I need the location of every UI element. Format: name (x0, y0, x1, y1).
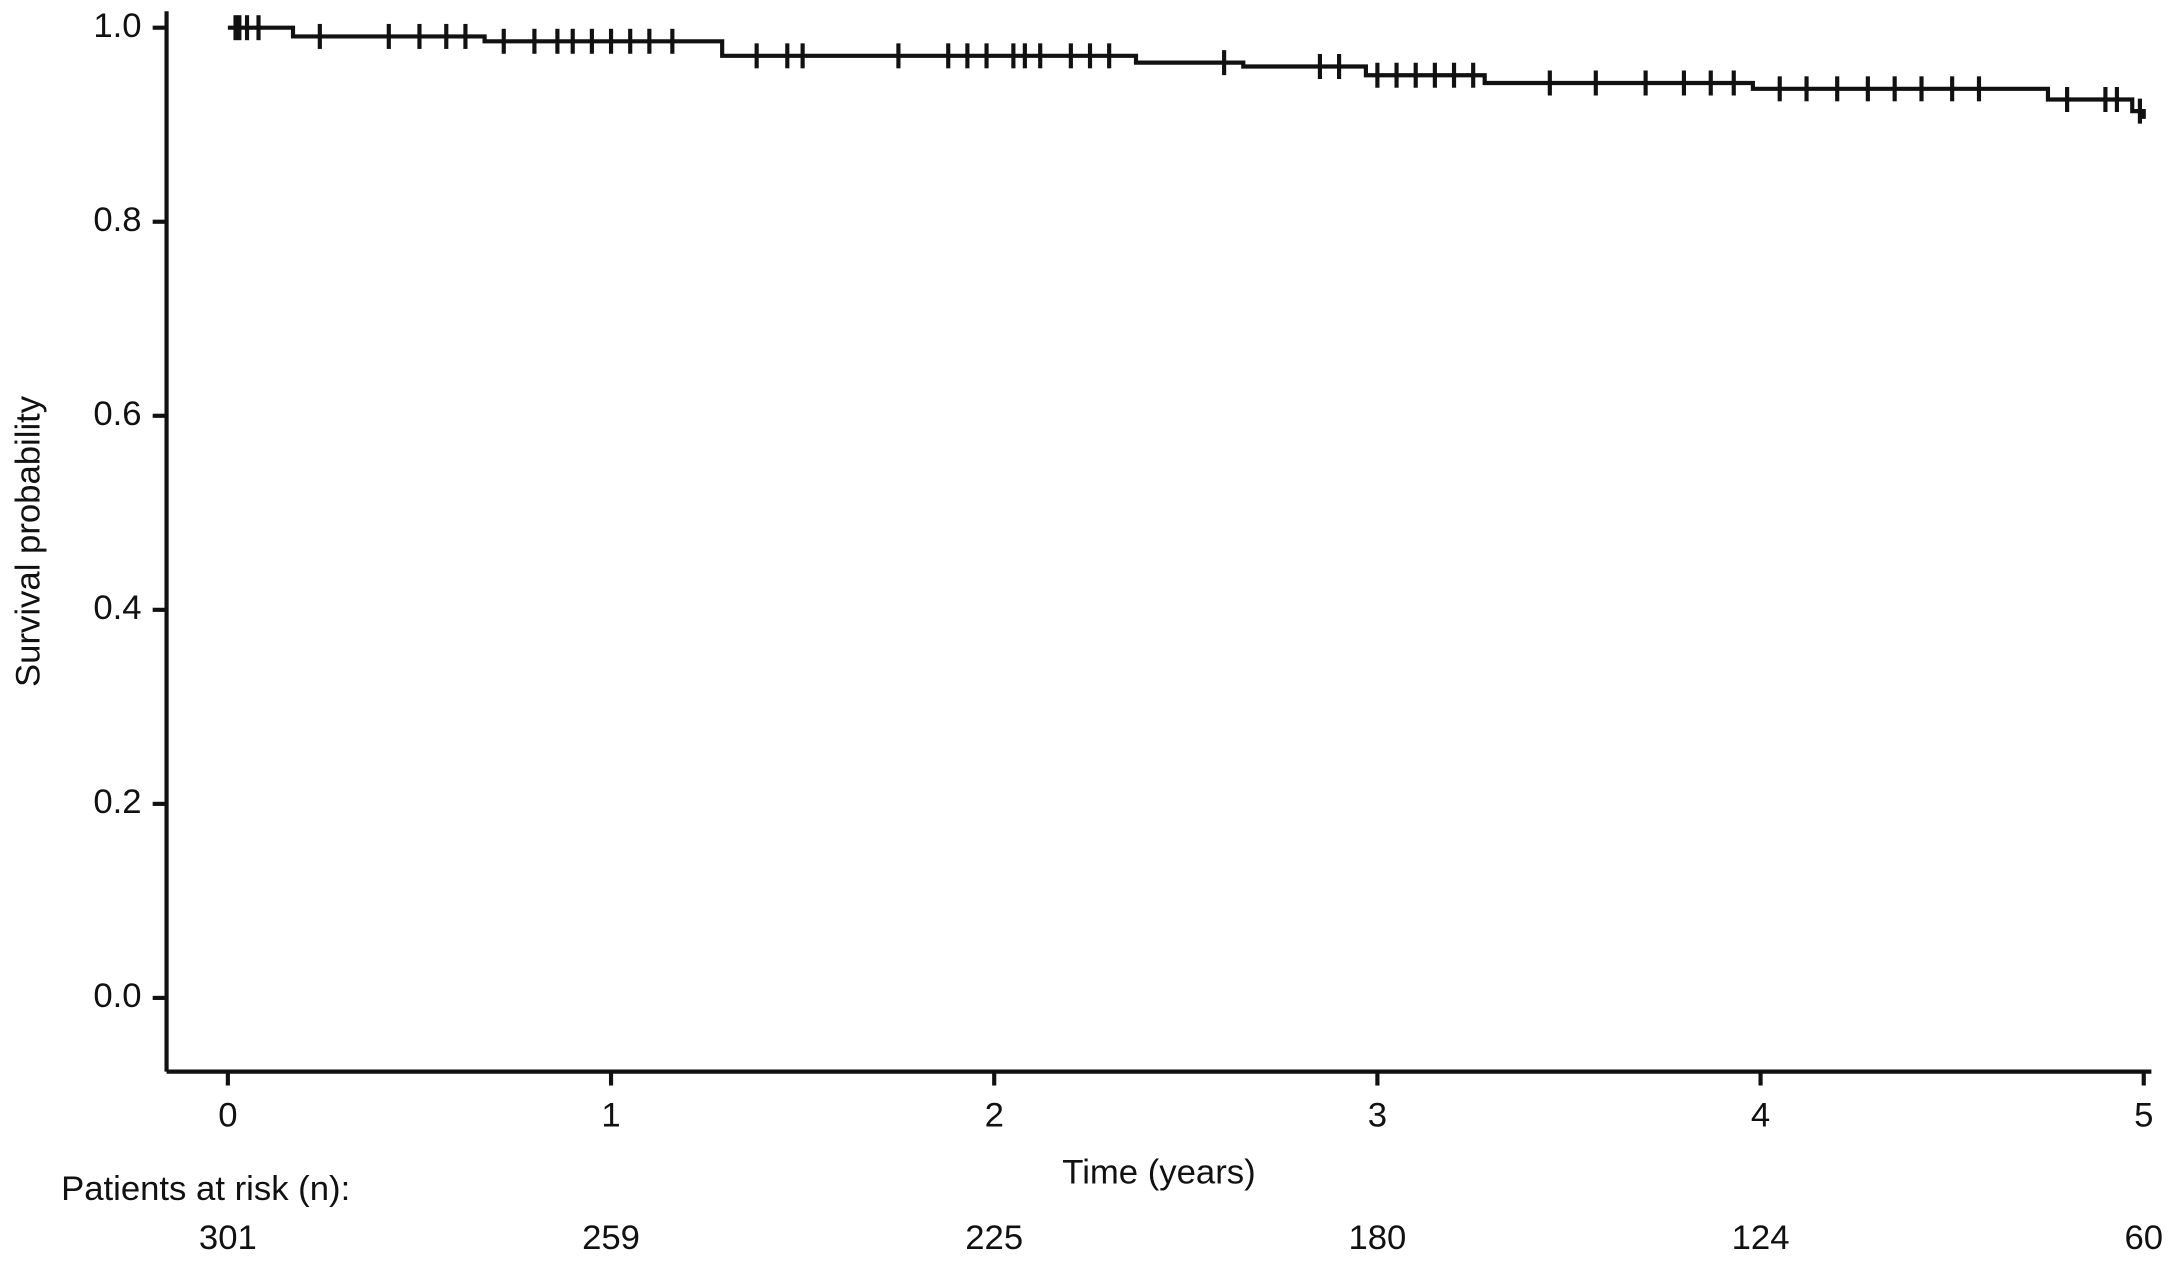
x-tick-label: 1 (601, 1097, 620, 1135)
x-tick-label: 4 (1751, 1097, 1770, 1135)
y-tick-label: 0.8 (93, 201, 141, 239)
x-tick-label: 2 (985, 1097, 1004, 1135)
y-tick-label: 0.2 (93, 783, 141, 821)
y-tick-label: 0.0 (93, 977, 141, 1015)
risk-count: 60 (2124, 1219, 2163, 1257)
y-tick-label: 0.4 (93, 589, 141, 627)
survival-curve (227, 25, 2146, 119)
y-axis-label: Survival probability (10, 395, 48, 687)
risk-count: 301 (199, 1219, 257, 1257)
risk-count: 180 (1348, 1219, 1406, 1257)
x-tick-label: 0 (218, 1097, 237, 1135)
y-tick-label: 0.6 (93, 395, 141, 433)
x-axis-label: Time (years) (1062, 1154, 1255, 1192)
risk-count: 124 (1732, 1219, 1790, 1257)
risk-count: 225 (965, 1219, 1023, 1257)
y-tick-label: 1.0 (93, 7, 141, 45)
x-tick-label: 5 (2134, 1097, 2153, 1135)
risk-count: 259 (582, 1219, 640, 1257)
risk-table-label: Patients at risk (n): (61, 1170, 350, 1208)
x-tick-label: 3 (1368, 1097, 1387, 1135)
